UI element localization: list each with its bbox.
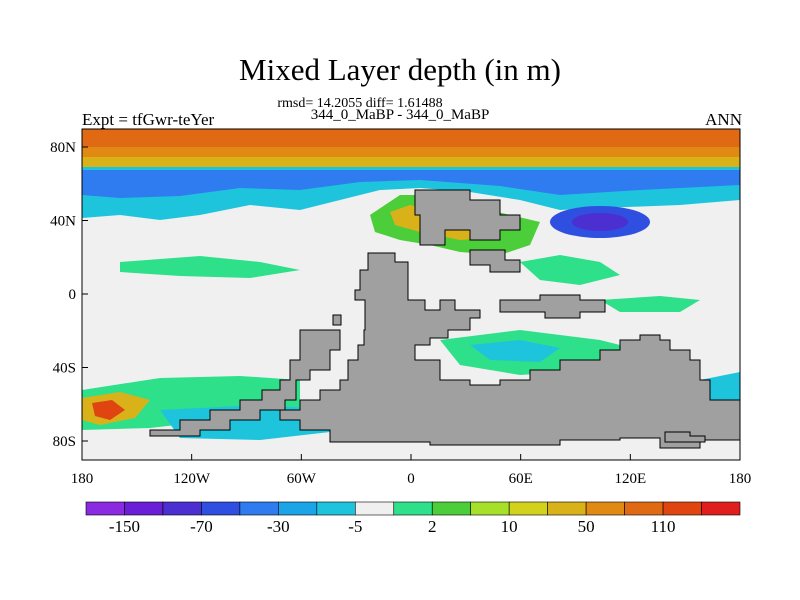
- land-south-east-island: [664, 431, 706, 443]
- north-lightblue-band: [82, 170, 740, 198]
- map-plot-area: [81, 128, 741, 461]
- land-small-island: [332, 314, 342, 326]
- season-label: ANN: [705, 110, 742, 129]
- y-tick-label: 40S: [53, 361, 76, 377]
- north-band-yellow: [82, 157, 740, 167]
- colorbar-label: -5: [348, 517, 362, 536]
- southern-cyan-patch: [470, 340, 560, 362]
- mixed-layer-min-pocket: [572, 213, 628, 231]
- colorbar-swatch: [162, 501, 202, 516]
- colorbar-label: 50: [578, 517, 595, 536]
- south-pacific-red: [92, 400, 125, 420]
- colorbar-swatch: [662, 501, 702, 516]
- colorbar-swatch: [354, 501, 395, 516]
- colorbar: -150 -70 -30 -5 2 10 50 110: [85, 501, 741, 536]
- colorbar-label: -150: [109, 517, 140, 536]
- colorbar-swatch: [508, 501, 548, 516]
- land-small-north: [469, 249, 521, 273]
- colorbar-label: 110: [651, 517, 676, 536]
- colorbar-swatch: [278, 501, 318, 516]
- colorbar-swatch: [585, 501, 625, 516]
- colorbar-label: 10: [501, 517, 518, 536]
- x-axis: 180 120W 60W 0 60E 120E 180: [71, 454, 752, 487]
- land-north-block: [414, 189, 521, 246]
- colorbar-swatch: [85, 501, 125, 516]
- y-axis: 80N 40N 0 40S 80S: [50, 140, 88, 450]
- chart-title: Mixed Layer depth (in m): [239, 52, 561, 87]
- case-line: 344_0_MaBP - 344_0_MaBP: [310, 107, 490, 123]
- colorbar-swatch: [393, 501, 433, 516]
- colorbar-swatch: [124, 501, 164, 516]
- colorbar-label: 2: [428, 517, 437, 536]
- colorbar-swatch: [239, 501, 279, 516]
- x-tick-label: 120W: [173, 471, 211, 487]
- tropical-green-streak-1: [120, 256, 300, 278]
- land-main-continent: [279, 252, 741, 449]
- x-tick-label: 120E: [614, 471, 646, 487]
- colorbar-label: -70: [190, 517, 213, 536]
- x-tick-label: 0: [407, 471, 415, 487]
- x-tick-label: 180: [71, 471, 94, 487]
- colorbar-swatch: [201, 501, 241, 516]
- y-tick-label: 40N: [50, 214, 76, 230]
- x-tick-label: 180: [729, 471, 752, 487]
- land-east-peninsula: [499, 294, 606, 319]
- colorbar-swatch: [701, 501, 741, 516]
- colorbar-swatch: [547, 501, 587, 516]
- colorbar-swatch: [316, 501, 356, 516]
- north-band-red: [82, 129, 740, 147]
- experiment-label: Expt = tfGwr-teYer: [82, 110, 215, 129]
- land-west-south: [149, 329, 341, 437]
- colorbar-label: -30: [267, 517, 290, 536]
- x-tick-label: 60E: [509, 471, 533, 487]
- colorbar-swatch: [470, 501, 510, 516]
- y-tick-label: 80S: [53, 434, 76, 450]
- colorbar-swatch: [624, 501, 664, 516]
- tropical-green-streak-2: [600, 296, 700, 312]
- north-band-orange: [82, 147, 740, 157]
- y-tick-label: 80N: [50, 140, 76, 156]
- stats-line: rmsd= 14.2055 diff= 1.61488: [277, 96, 443, 111]
- tropical-green-streak-3: [520, 255, 620, 285]
- x-tick-label: 60W: [287, 471, 317, 487]
- y-tick-label: 0: [69, 287, 77, 303]
- colorbar-swatch: [431, 501, 472, 516]
